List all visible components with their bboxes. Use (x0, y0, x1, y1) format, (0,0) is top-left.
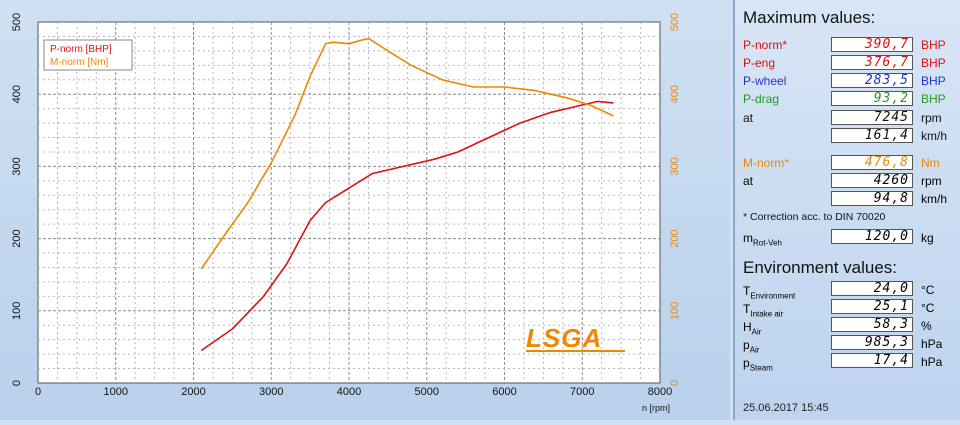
env-temp-label: TEnvironment (743, 284, 796, 301)
y-tick-label-left: 0 (11, 380, 23, 386)
air-pressure-value: 985,3 (831, 335, 913, 350)
p-drag-value: 93,2 (831, 91, 913, 106)
p-norm-unit: BHP (921, 38, 946, 52)
legend-entry-m-norm: M-norm [Nm] (50, 57, 109, 68)
steam-pressure-value: 17,4 (831, 353, 913, 368)
steam-pressure-unit: hPa (921, 355, 943, 369)
p-eng-label: P-eng (743, 56, 776, 70)
p-eng-unit: BHP (921, 56, 946, 70)
mass-label: mRot-Veh (743, 231, 782, 248)
env-temp-unit: °C (921, 283, 935, 297)
y-tick-label-right: 300 (669, 157, 681, 175)
power-speed-value: 161,4 (831, 128, 913, 143)
y-tick-label-left: 300 (11, 157, 23, 175)
lsga-logo: LSGA (526, 323, 602, 353)
legend-box (43, 39, 133, 71)
p-norm-label: P-norm* (743, 38, 788, 52)
y-tick-label-left: 400 (11, 85, 23, 103)
p-wheel-label: P-wheel (743, 74, 787, 88)
p-drag-label: P-drag (743, 92, 780, 106)
y-tick-label-right: 0 (669, 380, 681, 386)
p-wheel-value: 283,5 (831, 73, 913, 88)
values-panel: Maximum values: P-norm* 390,7 BHP P-eng … (733, 0, 960, 420)
y-tick-label-right: 400 (669, 85, 681, 103)
y-tick-label-left: 200 (11, 229, 23, 247)
torque-speed-unit: km/h (921, 192, 948, 206)
dyno-chart-area: 0 1000 2000 3000 4000 5000 6000 7000 8000 n [rpm]… (0, 0, 730, 420)
p-norm-value: 390,7 (831, 37, 913, 52)
mass-unit: kg (921, 231, 934, 245)
air-pressure-unit: hPa (921, 337, 943, 351)
humidity-value: 58,3 (831, 317, 913, 332)
m-norm-label: M-norm* (743, 156, 790, 170)
x-axis-unit-label: n [rpm] (642, 403, 670, 413)
correction-note: * Correction acc. to DIN 70020 (743, 211, 886, 223)
x-tick-label: 0 (35, 386, 41, 398)
intake-temp-unit: °C (921, 301, 935, 315)
p-wheel-unit: BHP (921, 74, 946, 88)
y-tick-label-left: 100 (11, 302, 23, 320)
max-values-title: Maximum values: (743, 8, 876, 27)
humidity-unit: % (921, 319, 932, 333)
y-tick-label-right: 100 (669, 302, 681, 320)
env-temp-value: 24,0 (831, 281, 913, 296)
p-eng-value: 376,7 (831, 55, 913, 70)
test-datetime: 25.06.2017 15:45 (743, 402, 829, 414)
mass-value: 120,0 (831, 229, 913, 244)
torque-rpm-unit: rpm (921, 174, 942, 188)
intake-temp-value: 25,1 (831, 299, 913, 314)
x-tick-label: 1000 (104, 386, 128, 398)
air-pressure-label: pAir (743, 338, 760, 355)
power-speed-unit: km/h (921, 129, 948, 143)
x-tick-label: 5000 (415, 386, 439, 398)
legend-entry-p-norm: P-norm [BHP] (50, 44, 112, 55)
x-tick-label: 4000 (337, 386, 361, 398)
environment-values-title: Environment values: (743, 258, 898, 277)
x-tick-label: 2000 (181, 386, 205, 398)
x-tick-label: 6000 (492, 386, 516, 398)
x-tick-label: 3000 (259, 386, 283, 398)
torque-speed-value: 94,8 (831, 191, 913, 206)
m-norm-unit: Nm (921, 156, 940, 170)
power-rpm-unit: rpm (921, 111, 942, 125)
series-line-p-norm (200, 100, 614, 352)
x-tick-label: 7000 (570, 386, 594, 398)
x-tick-label: 8000 (648, 386, 672, 398)
humidity-label: HAir (743, 320, 762, 337)
m-norm-value: 476,8 (831, 155, 913, 170)
power-rpm-value: 7245 (831, 110, 913, 125)
y-tick-label-right: 500 (669, 13, 681, 31)
torque-rpm-value: 4260 (831, 173, 913, 188)
torque-at-label: at (743, 174, 754, 188)
power-at-label: at (743, 111, 754, 125)
series-line-m-norm (200, 37, 614, 270)
p-drag-unit: BHP (921, 92, 946, 106)
steam-pressure-label: pSteam (743, 356, 773, 373)
y-tick-label-right: 200 (669, 229, 681, 247)
y-tick-label-left: 500 (11, 13, 23, 31)
intake-temp-label: TIntake air (743, 302, 784, 319)
